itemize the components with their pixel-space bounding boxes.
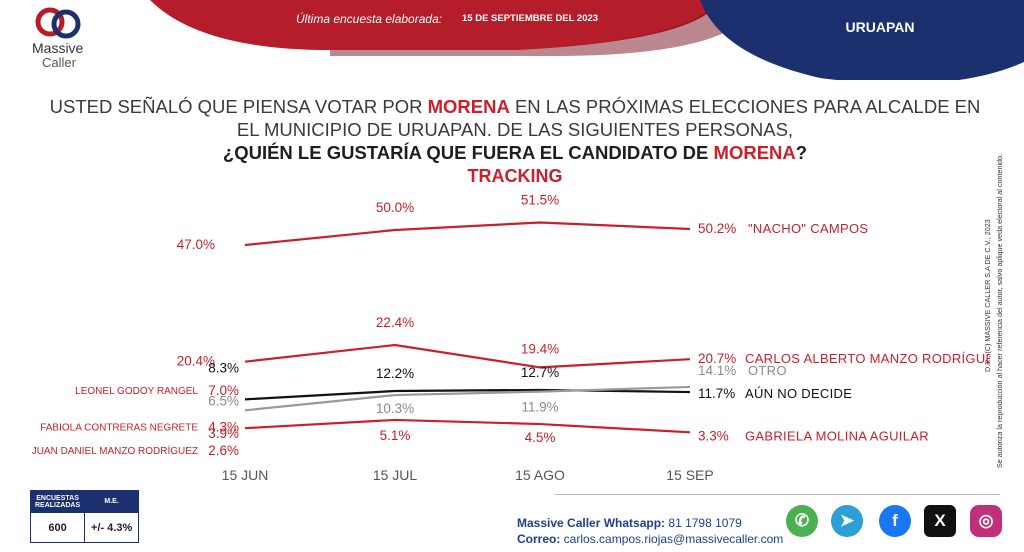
stats-value-surveys: 600 — [29, 512, 86, 543]
instagram-icon[interactable]: ◎ — [970, 505, 1002, 537]
stats-value-margin: +/- 4.3% — [84, 512, 140, 543]
email-label: Correo: — [517, 532, 561, 546]
title-morena-1: MORENA — [427, 96, 510, 117]
logo-text-caller: Caller — [42, 55, 76, 70]
title-morena-2: MORENA — [713, 142, 796, 163]
data-label-0-3: 50.2% — [698, 221, 736, 236]
data-label-5-0: 7.0% — [208, 383, 239, 398]
data-label-6-0: 4.3% — [208, 419, 239, 434]
x-tick-label-1: 15 JUL — [373, 467, 418, 483]
x-tick-label-2: 15 AGO — [515, 467, 565, 483]
data-label-1-0: 20.4% — [177, 354, 215, 369]
data-label-8-1: 12.2% — [376, 366, 414, 381]
series-line-8 — [244, 388, 691, 401]
x-icon[interactable]: X — [924, 505, 956, 537]
data-label-8-0: 8.3% — [208, 360, 239, 375]
data-label-10-0: 3.9% — [208, 426, 239, 441]
series-name-7: JUAN DANIEL MANZO RODRÍGUEZ — [32, 444, 198, 457]
title-line1a: USTED SEÑALÓ QUE PIENSA VOTAR POR — [49, 96, 428, 117]
legal-note-line2: Se autoriza la reproducción al hacer ref… — [995, 154, 1004, 468]
x-tick-label-0: 15 JUN — [222, 467, 269, 483]
footer-divider — [555, 494, 1000, 495]
telegram-icon[interactable]: ➤ — [831, 505, 863, 537]
survey-stats-table: ENCUESTAS REALIZADAS M.E. 600 +/- 4.3% — [29, 490, 140, 543]
survey-label: Última encuesta elaborada: — [296, 12, 443, 26]
tracking-line-chart: 47.0% 50.0% 51.5% 50.2% 20.4% 22.4% 19.4% 20.7%… — [32, 193, 990, 484]
data-label-8-2: 12.7% — [521, 365, 559, 380]
title-line3c: ? — [795, 142, 808, 163]
data-label-10-2: 4.5% — [525, 430, 556, 445]
data-label-0-2: 51.5% — [521, 193, 559, 208]
stats-header-surveys: ENCUESTAS REALIZADAS — [29, 490, 86, 513]
chart-title: USTED SEÑALÓ QUE PIENSA VOTAR POR MORENA… — [40, 95, 990, 164]
data-label-10-1: 5.1% — [380, 428, 411, 443]
stats-header-margin: M.E. — [84, 490, 140, 513]
data-label-1-3: 20.7% — [698, 351, 736, 366]
series-name-6: FABIOLA CONTRERAS NEGRETE — [40, 422, 198, 433]
series-name-5: LEONEL GODOY RANGEL — [75, 386, 198, 397]
data-label-1-1: 22.4% — [376, 315, 414, 330]
series-name-2: OTRO — [748, 363, 787, 378]
data-label-0-1: 50.0% — [376, 200, 414, 215]
logo-text-massive: Massive — [32, 40, 84, 56]
legal-note-line1: D.R., (C) MASSIVE CALLER S.A DE C.V., 20… — [983, 219, 992, 372]
series-line-10 — [244, 418, 691, 434]
facebook-icon[interactable]: f — [879, 505, 911, 537]
whatsapp-number[interactable]: 81 1798 1079 — [665, 516, 742, 530]
series-line-0 — [244, 221, 691, 247]
title-line3a: ¿QUIÉN LE GUSTARÍA QUE FUERA EL CANDIDAT… — [222, 142, 714, 163]
data-label-9-0: 6.5% — [208, 393, 239, 408]
data-label-4-3: 3.3% — [698, 428, 729, 443]
survey-date: 15 DE SEPTIEMBRE DEL 2023 — [462, 13, 599, 24]
title-line2: EL MUNICIPIO DE URUAPAN. DE LAS SIGUIENT… — [236, 119, 794, 140]
email-contact: Correo: carlos.campos.riojas@massivecall… — [517, 532, 783, 546]
title-line1c: EN LAS PRÓXIMAS ELECCIONES PARA ALCALDE … — [509, 96, 981, 117]
data-label-1-2: 19.4% — [521, 341, 559, 356]
whatsapp-contact: Massive Caller Whatsapp: 81 1798 1079 — [517, 516, 742, 530]
header-banner — [150, 0, 1024, 80]
x-tick-label-3: 15 SEP — [666, 467, 713, 483]
data-label-2-3: 14.1% — [698, 363, 736, 378]
email-link[interactable]: carlos.campos.riojas@massivecaller.com — [560, 532, 784, 546]
data-label-3-3: 11.7% — [698, 386, 735, 401]
legal-note: D.R., (C) MASSIVE CALLER S.A DE C.V., 20… — [983, 154, 1004, 468]
massive-caller-logo — [35, 7, 81, 39]
city-name: URUAPAN — [845, 19, 915, 35]
tracking-label: TRACKING — [467, 166, 563, 186]
series-name-4: GABRIELA MOLINA AGUILAR — [745, 428, 929, 443]
series-name-3: AÚN NO DECIDE — [745, 386, 852, 401]
series-line-9 — [244, 385, 691, 412]
data-label-0-0: 47.0% — [177, 237, 215, 252]
series-name-1: CARLOS ALBERTO MANZO RODRÍGUEZ — [745, 351, 990, 366]
data-label-9-1: 10.3% — [376, 401, 414, 416]
whatsapp-label: Massive Caller Whatsapp: — [517, 516, 666, 530]
data-label-9-2: 11.9% — [521, 400, 558, 415]
series-line-1 — [244, 343, 691, 369]
series-name-0: "NACHO" CAMPOS — [748, 221, 868, 236]
whatsapp-icon[interactable]: ✆ — [786, 505, 818, 537]
data-label-7-0: 2.6% — [208, 443, 239, 458]
